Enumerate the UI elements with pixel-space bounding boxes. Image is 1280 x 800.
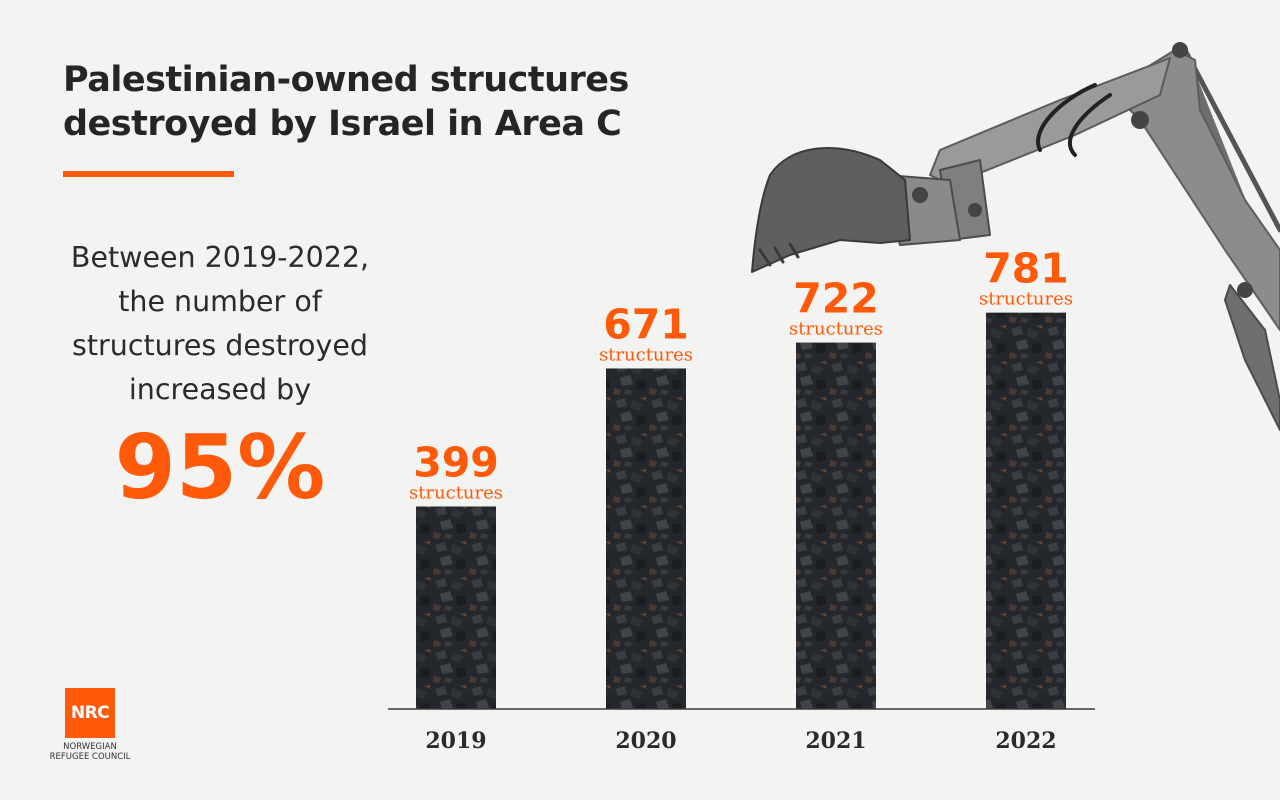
nrc-logo-line-2: REFUGEE COUNCIL <box>49 752 131 762</box>
unit-label-2021: structures <box>789 319 883 340</box>
page-title: Palestinian-owned structures destroyed b… <box>63 60 629 144</box>
value-label-2021: 722 <box>793 275 879 323</box>
increase-percent: 95% <box>114 416 326 519</box>
value-label-2019: 399 <box>413 439 499 487</box>
x-tick-label-2022: 2022 <box>995 728 1056 754</box>
bar-2019 <box>416 506 496 709</box>
nrc-logo-line-1: NORWEGIAN <box>63 742 117 752</box>
bar-2021 <box>796 342 876 709</box>
bar-2022 <box>986 312 1066 709</box>
nrc-logo-mark: NRC <box>65 688 115 738</box>
excavator-arm-image <box>751 42 1280 431</box>
value-label-2020: 671 <box>603 300 689 348</box>
intro-text: Between 2019-2022, the number of structu… <box>70 241 370 406</box>
title-underline <box>63 171 234 177</box>
unit-label-2019: structures <box>409 483 503 504</box>
value-label-2022: 781 <box>983 245 1069 293</box>
unit-label-2020: structures <box>599 344 693 365</box>
bar-2020 <box>606 368 686 709</box>
nrc-logo: NRC NORWEGIAN REFUGEE COUNCIL <box>40 688 140 762</box>
x-tick-label-2019: 2019 <box>425 728 486 754</box>
x-tick-label-2021: 2021 <box>805 728 866 754</box>
x-tick-label-2020: 2020 <box>615 728 676 754</box>
unit-label-2022: structures <box>979 289 1073 310</box>
